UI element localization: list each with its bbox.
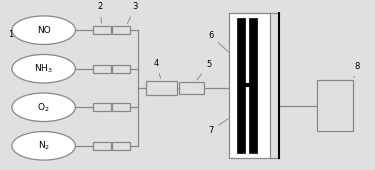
Text: 4: 4 bbox=[154, 59, 160, 78]
Ellipse shape bbox=[12, 93, 75, 122]
Bar bbox=[317, 80, 353, 131]
Text: 7: 7 bbox=[208, 119, 228, 135]
Bar bbox=[112, 26, 130, 34]
Bar bbox=[178, 82, 204, 94]
Text: 3: 3 bbox=[128, 2, 138, 24]
Bar bbox=[112, 65, 130, 73]
Bar bbox=[112, 142, 130, 150]
Bar bbox=[93, 65, 111, 73]
Bar bbox=[249, 18, 257, 152]
Text: 1: 1 bbox=[8, 30, 14, 39]
Ellipse shape bbox=[12, 132, 75, 160]
Bar bbox=[237, 18, 245, 152]
Ellipse shape bbox=[12, 16, 75, 44]
Bar bbox=[93, 26, 111, 34]
Ellipse shape bbox=[12, 54, 75, 83]
Bar bbox=[93, 142, 111, 150]
Text: NO: NO bbox=[37, 26, 51, 35]
Bar bbox=[229, 13, 270, 158]
Text: NH$_3$: NH$_3$ bbox=[34, 63, 53, 75]
Text: 2: 2 bbox=[98, 2, 103, 23]
Bar bbox=[112, 103, 130, 111]
Text: 6: 6 bbox=[208, 31, 228, 52]
Text: 5: 5 bbox=[197, 60, 211, 80]
Text: 8: 8 bbox=[354, 62, 360, 78]
Text: N$_2$: N$_2$ bbox=[38, 140, 50, 152]
Bar bbox=[93, 103, 111, 111]
Text: O$_2$: O$_2$ bbox=[38, 101, 50, 114]
Bar bbox=[146, 81, 177, 95]
